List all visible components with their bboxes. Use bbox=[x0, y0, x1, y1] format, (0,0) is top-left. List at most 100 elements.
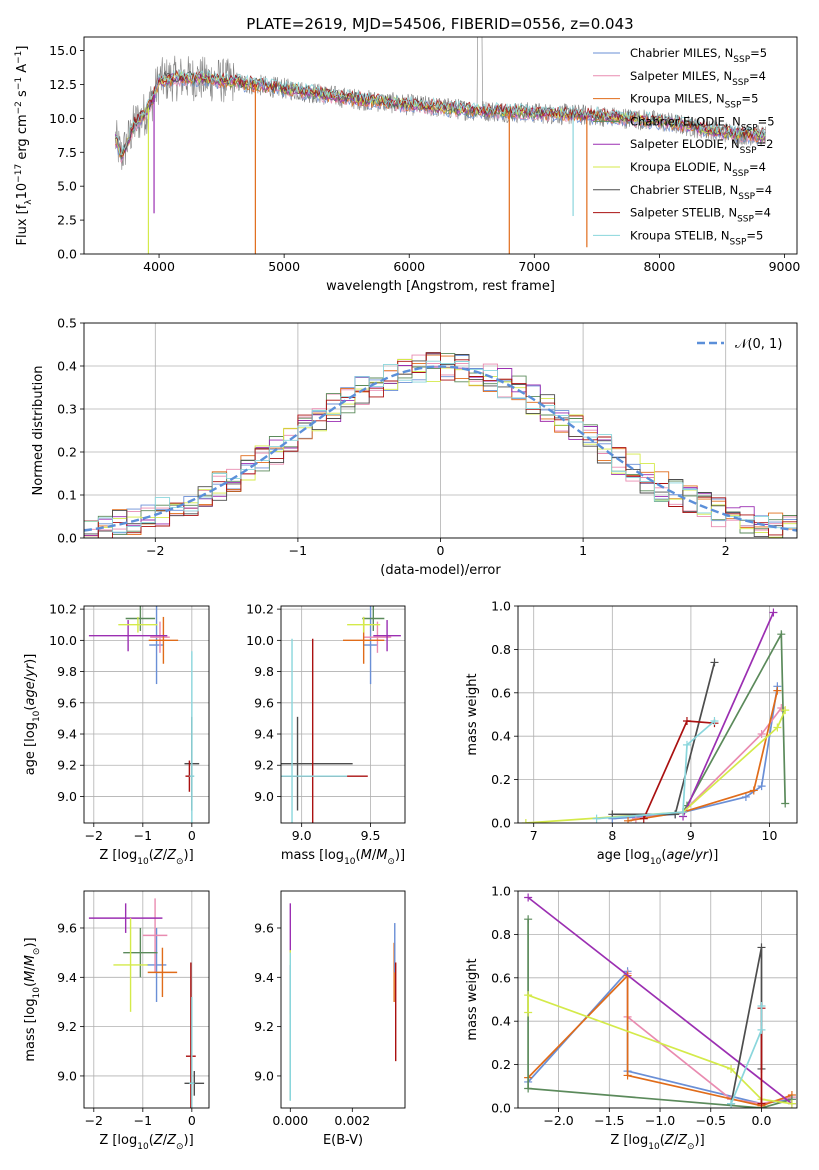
data-point-marker bbox=[757, 943, 766, 952]
data-point-marker bbox=[769, 608, 778, 617]
x-axis-label: Z [log10(Z/Z⊙)] bbox=[99, 848, 193, 867]
plot-area bbox=[518, 891, 797, 1108]
y-tick-label: 0.0 bbox=[491, 816, 511, 831]
data-point-marker bbox=[592, 814, 601, 823]
y-tick-label: 0.4 bbox=[57, 359, 77, 374]
x-tick-label: 10 bbox=[762, 828, 778, 843]
series-line-salpeter-elodie bbox=[527, 896, 793, 1105]
plot-area bbox=[84, 606, 209, 823]
x-tick-label: −1.5 bbox=[594, 1113, 624, 1128]
data-point-marker bbox=[710, 717, 719, 726]
series-line-kroupa-stelib bbox=[730, 1006, 763, 1105]
legend-series-name: Salpeter ELODIE bbox=[630, 137, 724, 151]
y-axis-label: age [log10(age/yr)] bbox=[23, 654, 42, 776]
y-tick-label: 0.8 bbox=[491, 642, 511, 657]
axes-frame bbox=[83, 605, 210, 824]
data-point-marker bbox=[757, 1002, 766, 1011]
x-tick-label: 7 bbox=[530, 828, 538, 843]
plot-area bbox=[289, 903, 397, 1101]
y-tick-label: 10.0 bbox=[49, 633, 77, 648]
panel-mass-vs-EBV: 0.000 0.002 9.0 9.2 9.4 9.6 E(B-V) bbox=[254, 890, 406, 1148]
series-line-kroupa-stelib bbox=[596, 720, 716, 820]
data-point-marker bbox=[773, 723, 782, 732]
x-tick-label: −1 bbox=[289, 543, 307, 558]
y-tick-label: 9.2 bbox=[57, 1019, 77, 1034]
legend-nssp-value: 5 bbox=[767, 114, 774, 128]
data-point-marker bbox=[773, 686, 782, 695]
series-line-chabrier-stelib bbox=[730, 947, 763, 1104]
y-tick-label: 7.5 bbox=[57, 145, 77, 160]
data-point-marker bbox=[741, 792, 750, 801]
legend-nssp-value: 4 bbox=[759, 69, 766, 83]
y-tick-label: 0.0 bbox=[57, 531, 77, 546]
legend-entry: Chabrier MILES, NSSP=5 bbox=[630, 46, 767, 65]
x-tick-label: 5000 bbox=[268, 259, 300, 274]
y-tick-label: 2.5 bbox=[57, 213, 77, 228]
series-line-kroupa-miles bbox=[627, 690, 779, 822]
data-point-marker bbox=[679, 808, 688, 817]
data-point-marker bbox=[757, 1099, 766, 1108]
data-point-marker bbox=[624, 816, 633, 823]
data-point-marker bbox=[524, 1084, 533, 1093]
series-line-salpeter-elodie bbox=[682, 612, 775, 817]
y-tick-label: 0.2 bbox=[491, 1057, 511, 1072]
plot-area bbox=[84, 323, 797, 538]
normal-distribution-curve bbox=[84, 365, 797, 532]
x-tick-label: 1 bbox=[579, 543, 587, 558]
x-tick-label: 2 bbox=[722, 543, 730, 558]
data-point-marker bbox=[781, 799, 790, 808]
data-point-marker bbox=[757, 730, 766, 739]
x-tick-label: 4000 bbox=[143, 259, 175, 274]
x-tick-label: −1 bbox=[134, 1113, 152, 1128]
data-point-marker bbox=[727, 1064, 736, 1073]
legend-entry: Salpeter ELODIE, NSSP=2 bbox=[630, 137, 773, 156]
axes-frame bbox=[280, 890, 406, 1109]
data-point-marker bbox=[749, 786, 758, 795]
y-axis-label: mass weight bbox=[465, 673, 480, 755]
histogram-kroupa-stelib bbox=[84, 360, 797, 533]
legend-entry: Kroupa ELODIE, NSSP=4 bbox=[630, 160, 766, 179]
y-axis-label: Normed distribution bbox=[31, 366, 46, 496]
x-tick-label: −2 bbox=[146, 543, 164, 558]
y-axis-label: mass [log10(M/M⊙)] bbox=[23, 937, 42, 1061]
axes-frame bbox=[83, 890, 210, 1109]
x-axis-label: age [log10(age/yr)] bbox=[597, 848, 719, 867]
x-axis-label: Z [log10(Z/Z⊙)] bbox=[610, 1133, 704, 1152]
legend-nssp-value: 4 bbox=[765, 183, 772, 197]
panel-mass-weight-vs-age: 7 8 9 10 0.0 0.2 0.4 0.6 0.8 1.0 age [log10(age/yr… bbox=[465, 599, 798, 867]
legend-entry: Salpeter MILES, NSSP=4 bbox=[630, 69, 766, 88]
y-tick-label: 5.0 bbox=[57, 179, 77, 194]
y-axis-label: Flux [fλ10−17 erg cm−2 s−1 A−1] bbox=[14, 46, 34, 246]
y-tick-label: 9.2 bbox=[254, 758, 274, 773]
y-tick-label: 9.6 bbox=[254, 920, 274, 935]
data-point-marker bbox=[781, 706, 790, 715]
y-tick-label: 0.4 bbox=[491, 729, 511, 744]
legend-series-name: Kroupa STELIB bbox=[630, 228, 714, 242]
y-tick-label: 0.2 bbox=[57, 445, 77, 460]
data-point-marker bbox=[524, 915, 533, 924]
y-tick-label: 9.8 bbox=[57, 664, 77, 679]
x-tick-label: −0.5 bbox=[696, 1113, 726, 1128]
y-tick-label: 9.2 bbox=[57, 758, 77, 773]
model-kroupa-stelib bbox=[115, 69, 766, 156]
y-tick-label: 1.0 bbox=[491, 884, 511, 899]
data-point-marker bbox=[524, 1008, 533, 1017]
y-tick-label: 10.2 bbox=[49, 602, 77, 617]
y-tick-label: 10.0 bbox=[246, 633, 274, 648]
axes-frame bbox=[280, 605, 406, 824]
y-tick-label: 9.6 bbox=[254, 695, 274, 710]
data-point-marker bbox=[639, 814, 648, 823]
y-tick-label: 9.6 bbox=[57, 695, 77, 710]
y-tick-label: 10.0 bbox=[49, 111, 77, 126]
y-tick-label: 10.2 bbox=[246, 602, 274, 617]
y-tick-label: 9.0 bbox=[57, 789, 77, 804]
data-point-marker bbox=[727, 1099, 736, 1108]
panel-mass-weight-vs-Z: −2.0 −1.5 −1.0 −0.5 0.0 0.0 0.2 0.4 0.6 0.8 1.0 Z [… bbox=[465, 884, 798, 1152]
legend-entry: Chabrier ELODIE, NSSP=5 bbox=[630, 114, 775, 133]
data-point-marker bbox=[671, 810, 680, 819]
legend-series-name: Kroupa MILES bbox=[630, 92, 709, 106]
series-line-chabrier-miles bbox=[612, 686, 779, 820]
legend-nssp-value: 4 bbox=[764, 206, 771, 220]
plot-area bbox=[518, 606, 797, 823]
y-tick-label: 0.0 bbox=[57, 247, 77, 262]
